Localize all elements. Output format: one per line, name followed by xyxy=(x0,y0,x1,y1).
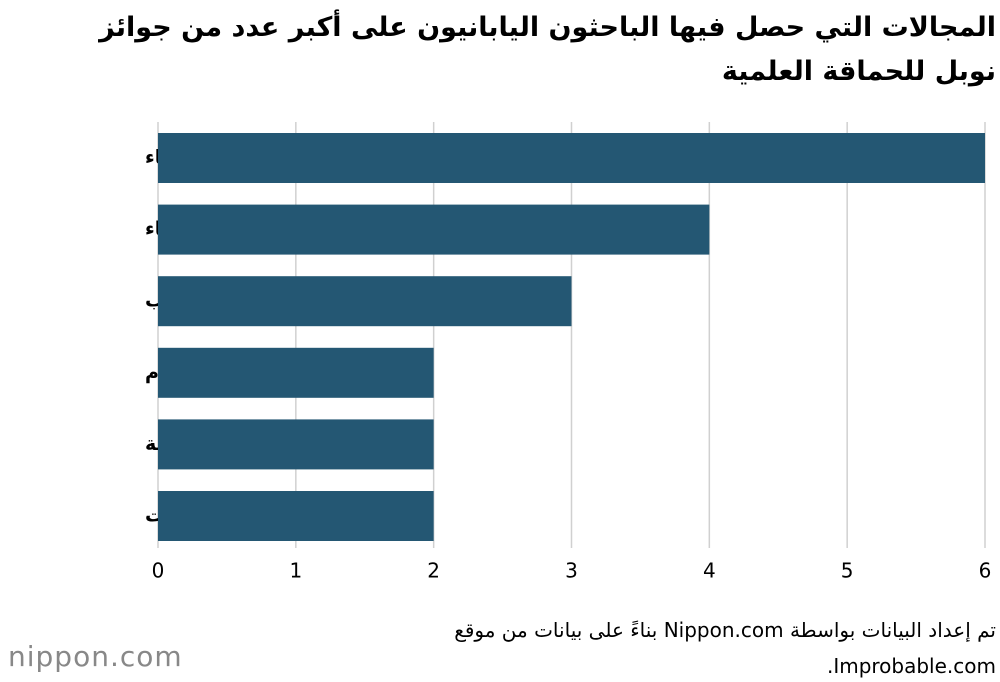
bar xyxy=(158,133,985,183)
bar xyxy=(158,276,572,327)
x-tick-label: 3 xyxy=(565,559,578,583)
x-tick-label: 4 xyxy=(703,559,716,583)
x-tick-label: 1 xyxy=(289,559,302,583)
bar xyxy=(158,347,434,398)
x-tick-label: 0 xyxy=(152,559,165,583)
bar xyxy=(158,204,710,255)
logo: nippon.com xyxy=(8,640,183,673)
chart-title: المجالات التي حصل فيها الباحثون الياباني… xyxy=(99,12,996,87)
bar xyxy=(158,419,434,470)
x-tick-label: 6 xyxy=(979,559,992,583)
source-note: تم إعداد البيانات بواسطة Nippon.com بناء… xyxy=(454,618,996,678)
bar xyxy=(158,491,434,541)
x-tick-label: 2 xyxy=(427,559,440,583)
x-tick-label: 5 xyxy=(841,559,854,583)
